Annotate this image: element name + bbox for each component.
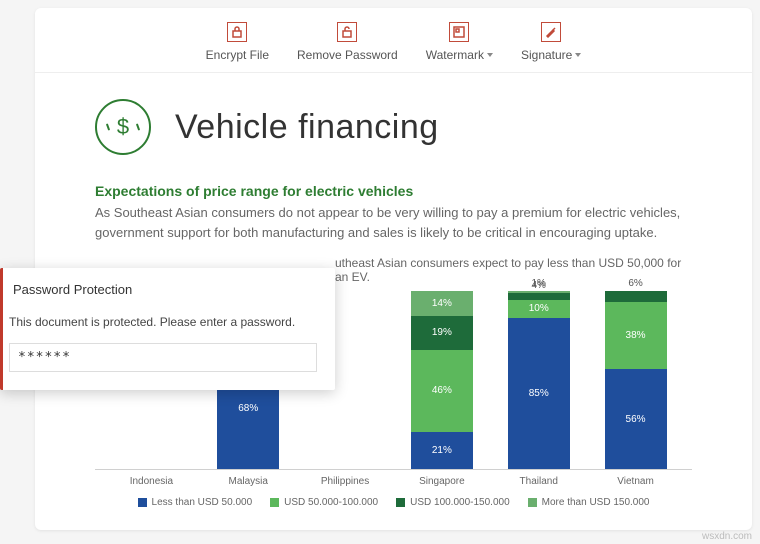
toolbar: Encrypt File Remove Password Watermark S… bbox=[35, 8, 752, 73]
x-axis-label: Vietnam bbox=[591, 476, 681, 487]
bar-value: 38% bbox=[626, 330, 646, 341]
bar-value: 10% bbox=[529, 303, 549, 314]
bar-segment: 14% bbox=[411, 291, 473, 316]
section-subtitle: Expectations of price range for electric… bbox=[95, 183, 692, 199]
toolbar-label: Encrypt File bbox=[206, 48, 269, 62]
toolbar-label: Signature bbox=[521, 48, 581, 62]
bar-column: 21% 46% 19% 14% bbox=[397, 291, 487, 469]
password-input[interactable] bbox=[9, 343, 317, 372]
bar-value: 85% bbox=[529, 388, 549, 399]
legend-label: USD 100.000-150.000 bbox=[410, 497, 510, 508]
title-row: $ Vehicle financing bbox=[95, 99, 692, 155]
bar-segment: 19% bbox=[411, 316, 473, 350]
bar-value: 68% bbox=[238, 403, 258, 414]
password-dialog: Password Protection This document is pro… bbox=[0, 268, 335, 390]
x-axis-label: Singapore bbox=[397, 476, 487, 487]
unlock-icon bbox=[337, 22, 357, 42]
signature-button[interactable]: Signature bbox=[521, 22, 581, 62]
legend-label: Less than USD 50.000 bbox=[152, 497, 253, 508]
bar: 21% 46% 19% 14% bbox=[411, 291, 473, 469]
encrypt-file-button[interactable]: Encrypt File bbox=[206, 22, 269, 62]
chevron-down-icon bbox=[575, 53, 581, 57]
x-axis-label: Philippines bbox=[300, 476, 390, 487]
body-paragraph: As Southeast Asian consumers do not appe… bbox=[95, 203, 692, 242]
bar-segment: 46% bbox=[411, 350, 473, 432]
remove-password-button[interactable]: Remove Password bbox=[297, 22, 398, 62]
dollar-icon: $ bbox=[95, 99, 151, 155]
legend-label: More than USD 150.000 bbox=[542, 497, 650, 508]
dialog-title: Password Protection bbox=[9, 282, 317, 297]
x-axis-label: Malaysia bbox=[203, 476, 293, 487]
chart-x-axis: Indonesia Malaysia Philippines Singapore Tha… bbox=[95, 470, 692, 487]
toolbar-label: Watermark bbox=[426, 48, 493, 62]
watermark-text: wsxdn.com bbox=[702, 531, 752, 542]
legend-swatch bbox=[270, 498, 279, 507]
bar: 85% 10% 4%1% bbox=[508, 291, 570, 469]
bar-segment: 4% bbox=[508, 293, 570, 300]
legend-item: USD 100.000-150.000 bbox=[396, 497, 510, 508]
bar-value: 56% bbox=[626, 414, 646, 425]
bar-segment: 56% bbox=[605, 369, 667, 469]
bar-segment: 6% bbox=[605, 291, 667, 302]
signature-icon bbox=[541, 22, 561, 42]
page-title: Vehicle financing bbox=[175, 108, 439, 147]
legend-swatch bbox=[528, 498, 537, 507]
bar-segment: 10% bbox=[508, 300, 570, 318]
bar-column: 85% 10% 4%1% bbox=[494, 291, 584, 469]
bar-value: 46% bbox=[432, 385, 452, 396]
toolbar-label: Remove Password bbox=[297, 48, 398, 62]
legend-swatch bbox=[138, 498, 147, 507]
x-axis-label: Indonesia bbox=[106, 476, 196, 487]
bar-value: 1% bbox=[531, 278, 545, 289]
bar-segment: 1% bbox=[508, 291, 570, 293]
bar-segment: 85% bbox=[508, 318, 570, 469]
bar-value: 14% bbox=[432, 298, 452, 309]
chevron-down-icon bbox=[487, 53, 493, 57]
legend-item: USD 50.000-100.000 bbox=[270, 497, 378, 508]
bar-column: 56% 38% 6% bbox=[591, 291, 681, 469]
bar: 56% 38% 6% bbox=[605, 291, 667, 469]
legend-swatch bbox=[396, 498, 405, 507]
bar-segment: 21% bbox=[411, 432, 473, 469]
bar-value: 6% bbox=[628, 278, 642, 289]
dialog-message: This document is protected. Please enter… bbox=[9, 315, 317, 329]
bar-value: 19% bbox=[432, 327, 452, 338]
legend-item: Less than USD 50.000 bbox=[138, 497, 253, 508]
legend-label: USD 50.000-100.000 bbox=[284, 497, 378, 508]
watermark-button[interactable]: Watermark bbox=[426, 22, 493, 62]
x-axis-label: Thailand bbox=[494, 476, 584, 487]
chart-legend: Less than USD 50.000 USD 50.000-100.000 US… bbox=[95, 497, 692, 508]
watermark-icon bbox=[449, 22, 469, 42]
bar-value: 21% bbox=[432, 445, 452, 456]
lock-icon bbox=[227, 22, 247, 42]
bar-segment: 38% bbox=[605, 302, 667, 370]
legend-item: More than USD 150.000 bbox=[528, 497, 650, 508]
